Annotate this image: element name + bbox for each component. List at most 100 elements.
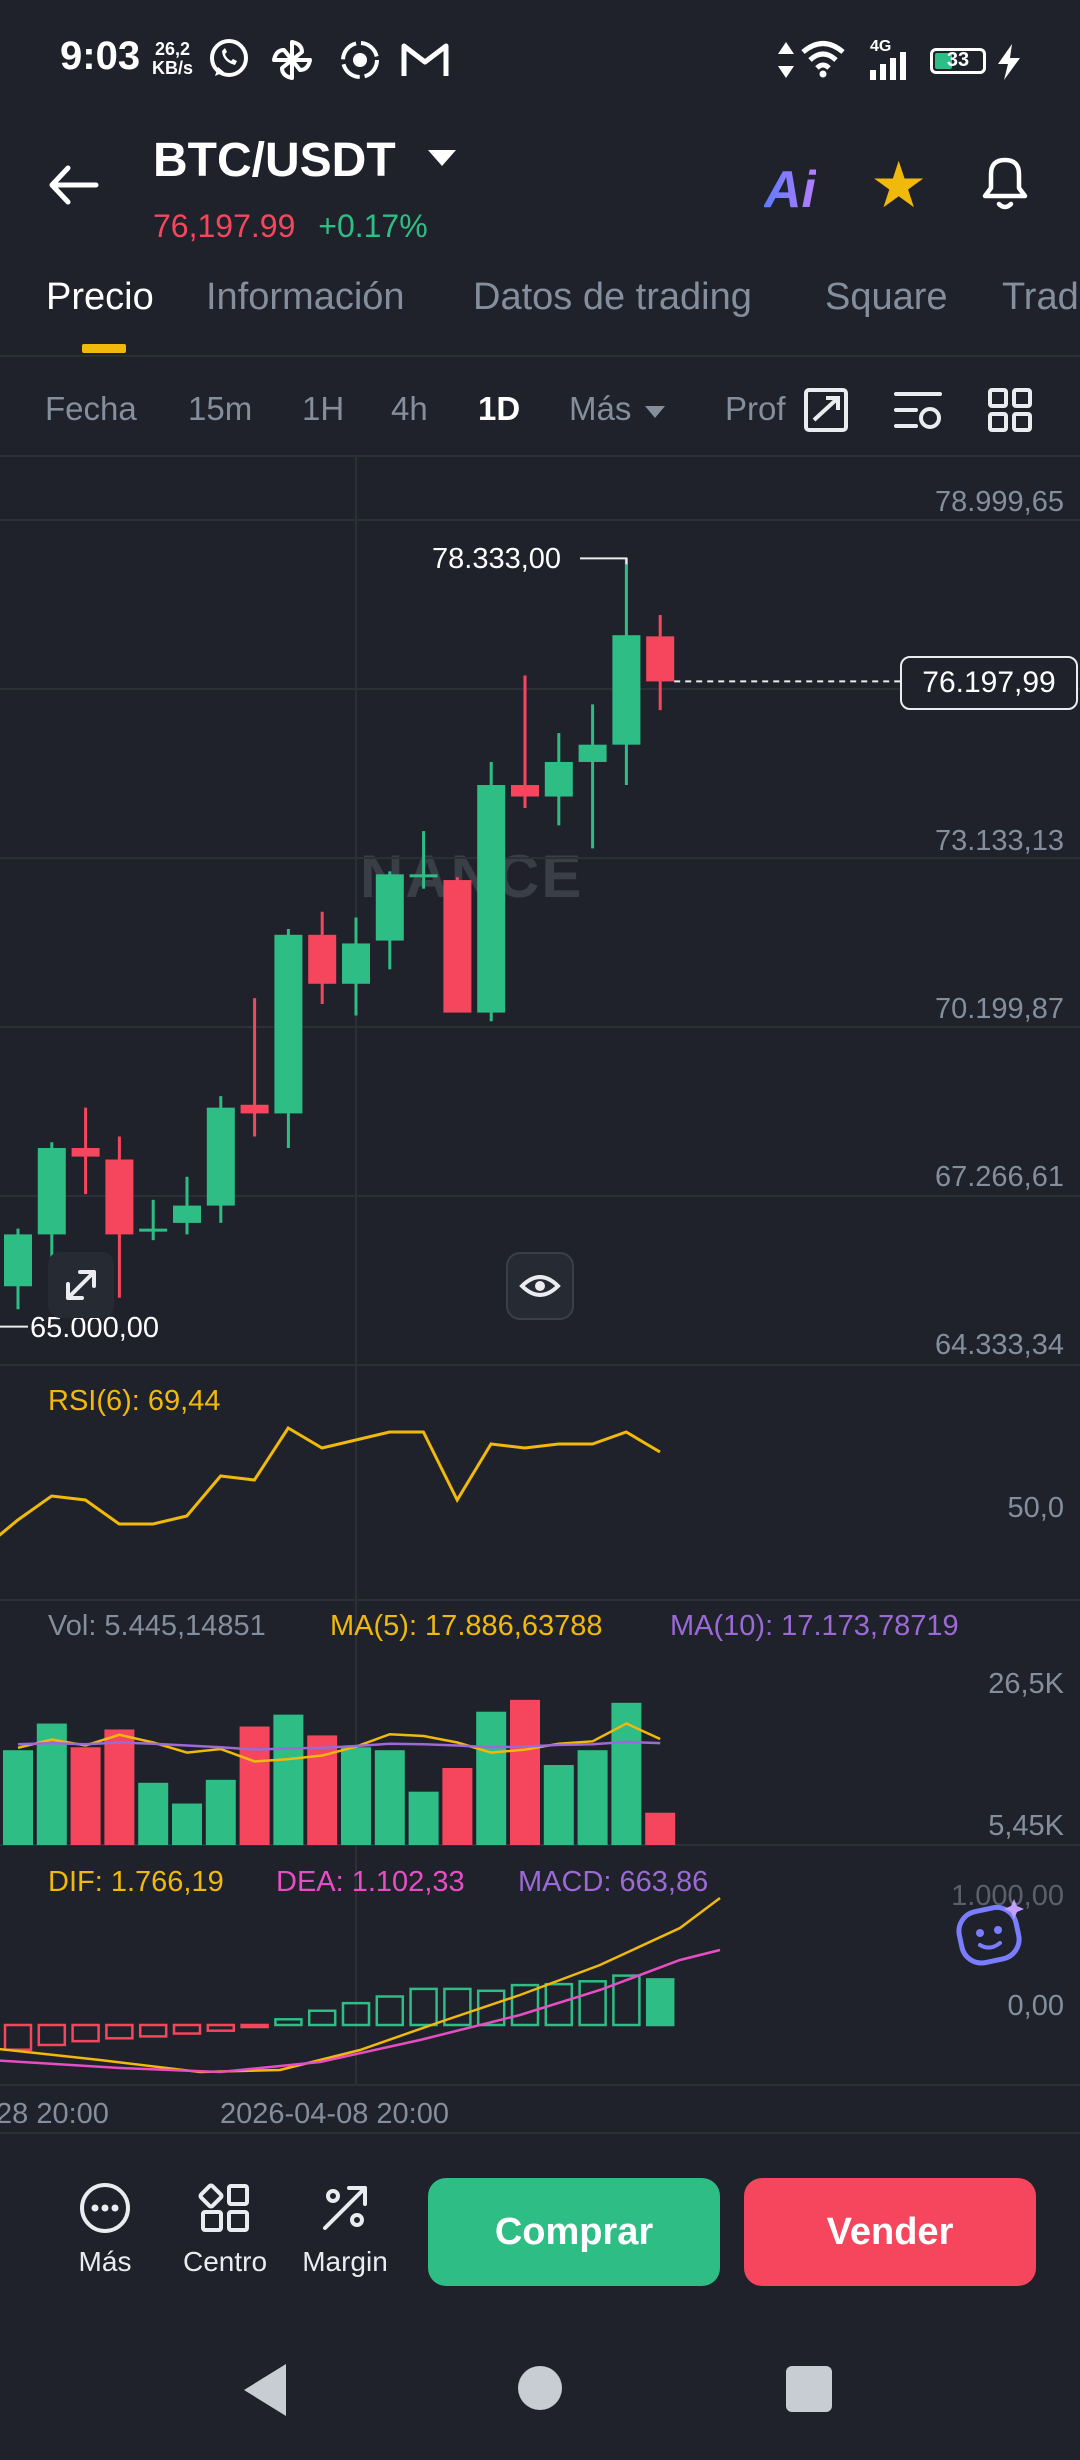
chart-settings-icon[interactable]: [888, 380, 948, 440]
price-chart[interactable]: [0, 457, 1080, 2132]
nav-recents-button[interactable]: [786, 2366, 832, 2412]
record-icon: [341, 41, 379, 79]
last-price: 76,197.99: [153, 208, 296, 244]
candle-body: [206, 1107, 235, 1206]
interval-15m[interactable]: 15m: [188, 390, 253, 427]
macd-histogram-bar: [105, 2023, 134, 2040]
nav-back-button[interactable]: [244, 2364, 286, 2416]
volume-ma10-label: MA(10): 17.173,78719: [670, 1610, 959, 1642]
volume-bar: [341, 1747, 371, 1845]
pair-dropdown-caret-icon[interactable]: [428, 150, 456, 166]
candle-body: [612, 635, 641, 745]
interval-more[interactable]: Más: [569, 390, 632, 427]
more-label: Más: [78, 2246, 132, 2277]
candle-body: [578, 744, 607, 762]
macd-series: [0, 1897, 721, 2074]
volume-bar: [138, 1782, 169, 1845]
high-marker-line: [580, 557, 628, 565]
volume-bar: [70, 1747, 101, 1845]
buy-button[interactable]: Comprar: [428, 2178, 720, 2286]
interval-4h[interactable]: 4h: [391, 390, 428, 427]
nav-home-button[interactable]: [518, 2366, 562, 2410]
last-price-tag[interactable]: 76.197,99: [900, 656, 1078, 710]
candle-body: [105, 1159, 134, 1235]
macd-value-label: MACD: 663,86: [518, 1866, 709, 1898]
volume-bar: [476, 1711, 507, 1845]
battery-level: 33: [946, 49, 970, 71]
tab-informacion[interactable]: Información: [206, 276, 405, 318]
macd-dea-label: DEA: 1.102,33: [276, 1866, 465, 1898]
interval-1d[interactable]: 1D: [478, 390, 521, 427]
y-axis-label: 64.333,34: [934, 1329, 1064, 1361]
volume-axis-bottom: 5,45K: [988, 1810, 1064, 1842]
signal-icon: [870, 52, 906, 80]
data-transfer-icon: [778, 42, 794, 78]
tab-precio[interactable]: Precio: [46, 276, 154, 318]
interval-more-caret-icon[interactable]: [645, 406, 665, 418]
back-arrow-icon[interactable]: [44, 160, 104, 210]
date-label: 2026-04-08 20:00: [220, 2098, 449, 2130]
candle-body: [342, 943, 370, 984]
candle-body: [477, 785, 506, 1013]
macd-histogram-bar: [612, 1974, 641, 2027]
volume-bar: [374, 1750, 405, 1845]
ai-assistant-icon[interactable]: Ai: [764, 161, 816, 219]
visibility-toggle-button[interactable]: [506, 1252, 574, 1320]
volume-bar: [205, 1779, 236, 1845]
centro-button[interactable]: Centro: [170, 2180, 280, 2278]
favorite-star-icon[interactable]: ★: [870, 149, 928, 221]
layout-grid-icon[interactable]: [980, 380, 1040, 440]
candle-body: [308, 934, 337, 984]
price-summary: 76,197.99 +0.17%: [153, 208, 428, 245]
tab-trade[interactable]: Trad: [1002, 276, 1079, 318]
fullscreen-button[interactable]: [48, 1252, 114, 1318]
apps-grid-icon: [198, 2183, 249, 2232]
battery-icon: 33: [930, 48, 986, 74]
rsi-level-label: 50,0: [1007, 1492, 1064, 1524]
more-button[interactable]: Más: [50, 2180, 160, 2278]
candlestick-series: [4, 558, 675, 1310]
candle-body: [443, 880, 472, 1013]
expand-icon: [66, 1270, 96, 1300]
interval-pro[interactable]: Prof: [725, 390, 786, 427]
macd-histogram-bar: [341, 2001, 371, 2027]
interval-1h[interactable]: 1H: [302, 390, 345, 427]
macd-histogram-bar: [578, 1980, 607, 2027]
sell-button[interactable]: Vender: [744, 2178, 1036, 2286]
whatsapp-icon: [210, 39, 248, 77]
volume-ma5-label: MA(5): 17.886,63788: [330, 1610, 603, 1642]
margin-label: Margin: [302, 2246, 388, 2277]
macd-histogram-bar: [3, 2023, 33, 2051]
volume-ma10-line: [17, 1740, 661, 1751]
tab-datos-de-trading[interactable]: Datos de trading: [473, 276, 752, 318]
macd-histogram-bar: [510, 1983, 540, 2027]
interval-bar: Fecha 15m 1H 4h 1D Más Prof: [0, 380, 1080, 442]
tab-square[interactable]: Square: [825, 276, 948, 318]
wifi-icon: [801, 41, 845, 78]
volume-axis-top: 26,5K: [988, 1668, 1064, 1700]
network-speed: 26,2 KB/s: [152, 40, 193, 78]
date-label: 28 20:00: [0, 2098, 109, 2130]
network-type: 4G: [870, 38, 892, 55]
ai-bot-icon[interactable]: [950, 1895, 1030, 1975]
chart-top-divider: [0, 455, 1080, 457]
status-bar: 9:03 26,2 KB/s 4G 33: [0, 0, 1080, 120]
indicator-settings-icon[interactable]: [796, 380, 856, 440]
active-tab-indicator: [82, 344, 126, 353]
volume-bar: [577, 1750, 608, 1845]
macd-histogram-bar: [172, 2023, 202, 2035]
more-dots-icon: [80, 2183, 130, 2233]
rsi-label: RSI(6): 69,44: [48, 1385, 221, 1417]
volume-series: [3, 1699, 676, 1845]
interval-fecha[interactable]: Fecha: [45, 390, 137, 427]
candle-body: [544, 761, 573, 797]
volume-bar: [408, 1791, 439, 1845]
pair-title[interactable]: BTC/USDT: [153, 134, 396, 187]
volume-bar: [442, 1767, 473, 1845]
macd-histogram-bar: [409, 1987, 438, 2027]
pinwheel-icon: [272, 40, 312, 80]
chart-annotations: [0, 557, 900, 1328]
margin-button[interactable]: Margin: [290, 2180, 400, 2278]
candle-body: [37, 1147, 66, 1235]
notification-bell-icon[interactable]: [975, 150, 1035, 216]
